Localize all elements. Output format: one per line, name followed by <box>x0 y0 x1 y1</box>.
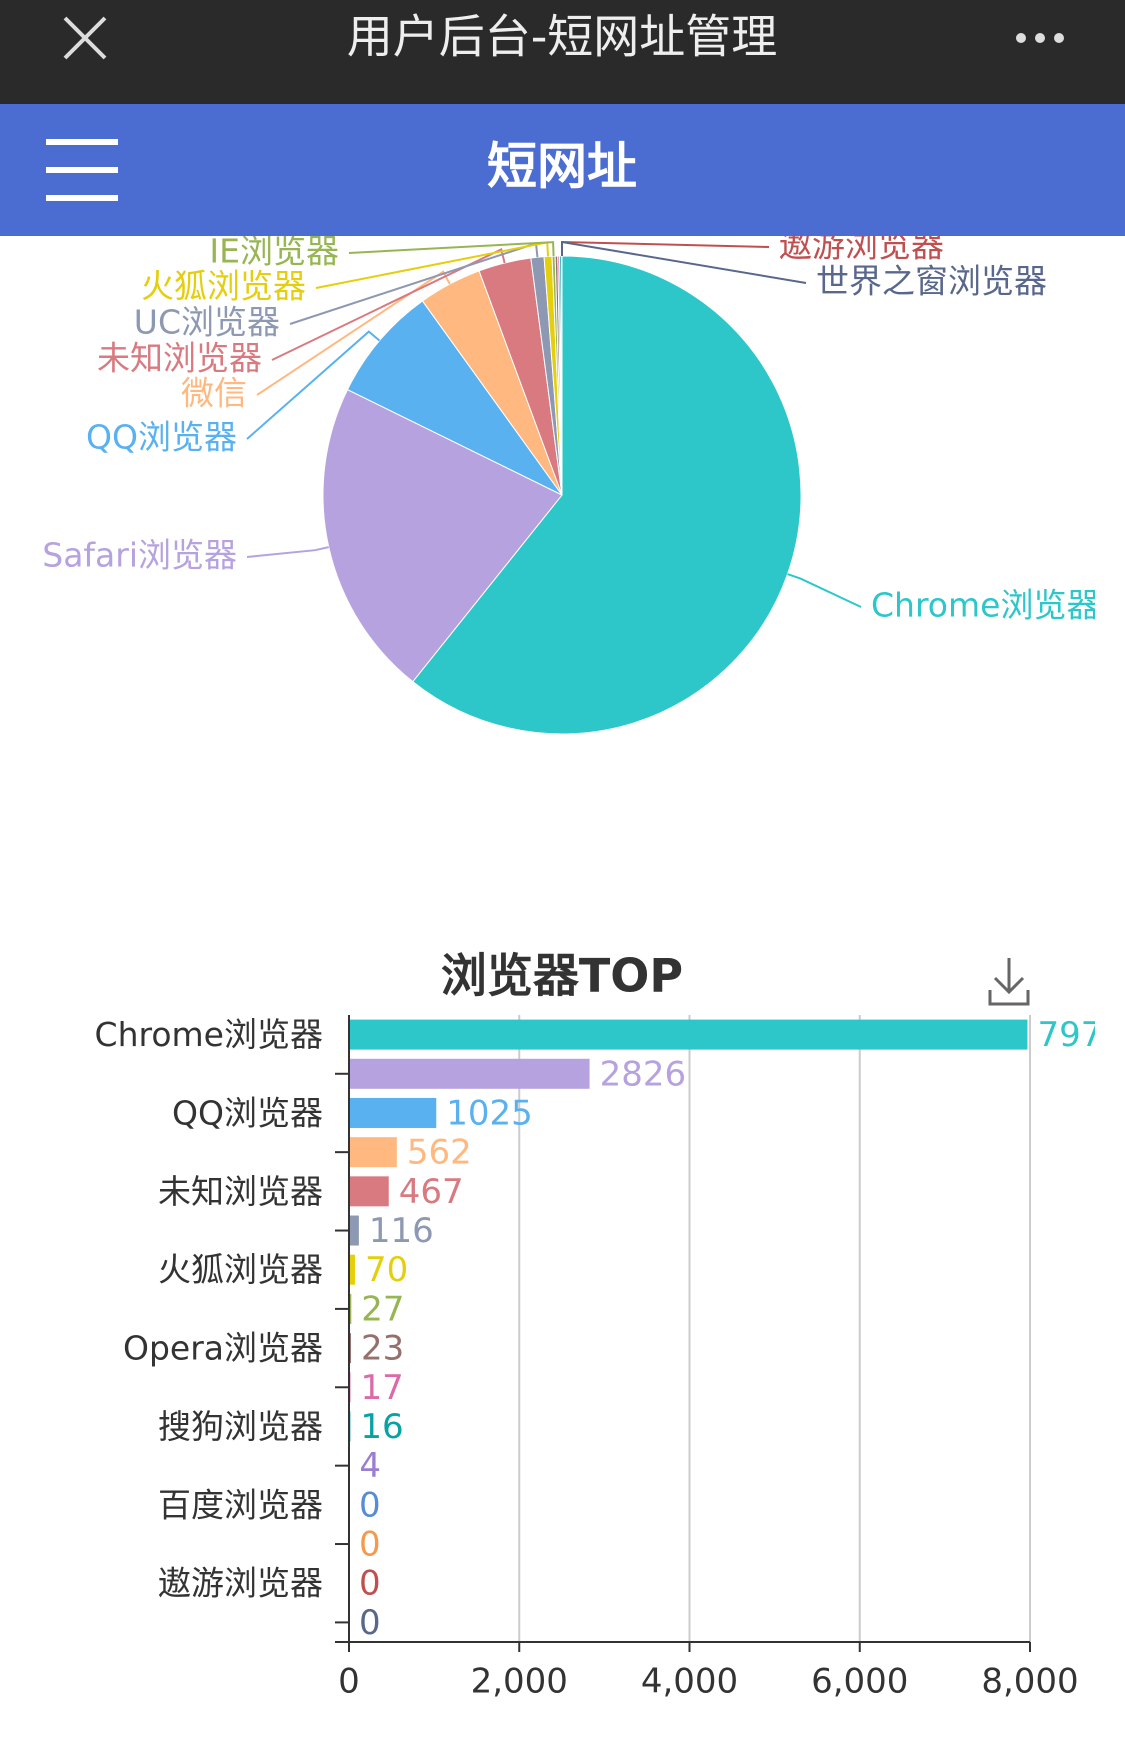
download-button[interactable] <box>988 958 1030 1006</box>
value-label: 4 <box>359 1446 381 1486</box>
pie-slice <box>322 388 563 683</box>
bar <box>349 1097 437 1128</box>
value-label: 7970 <box>1037 1015 1124 1055</box>
top-bar-title: 用户后台-短网址管理 <box>347 10 778 64</box>
value-label: 17 <box>360 1368 403 1408</box>
top-bar <box>0 0 1125 104</box>
y-tick-label: 搜狗浏览器 <box>158 1407 323 1446</box>
y-tick-label: Chrome浏览器 <box>95 1015 323 1054</box>
y-tick-label: Opera浏览器 <box>123 1329 323 1368</box>
pie-leader-line <box>256 270 451 396</box>
value-label: 0 <box>359 1564 381 1604</box>
y-tick-label: 火狐浏览器 <box>158 1250 323 1289</box>
pie-label: 世界之窗浏览器 <box>816 262 1047 301</box>
bar <box>349 1176 389 1207</box>
x-tick-label: 6,000 <box>811 1662 908 1702</box>
value-label: 70 <box>365 1250 408 1290</box>
value-label: 116 <box>369 1211 434 1251</box>
bar <box>349 1215 359 1246</box>
pie-leader-line <box>561 240 807 284</box>
y-tick-label: 未知浏览器 <box>158 1172 323 1211</box>
pie-label: 未知浏览器 <box>97 339 262 378</box>
pie-slice <box>412 255 802 735</box>
pie-label: QQ浏览器 <box>86 418 237 457</box>
value-label: 562 <box>407 1133 472 1173</box>
bar <box>349 1254 355 1285</box>
content: Chrome浏览器Safari浏览器QQ浏览器微信未知浏览器UC浏览器火狐浏览器… <box>42 226 1124 1702</box>
y-tick-label: 百度浏览器 <box>158 1485 323 1524</box>
pie-label: IE浏览器 <box>209 232 339 271</box>
header-title: 短网址 <box>487 138 637 196</box>
bar <box>349 1019 1028 1050</box>
x-tick-label: 8,000 <box>981 1662 1078 1702</box>
bar <box>349 1137 397 1168</box>
value-label: 0 <box>359 1603 381 1643</box>
more-button[interactable] <box>1016 33 1064 43</box>
pie-leader-line <box>246 546 329 558</box>
pie-label: 微信 <box>181 374 247 413</box>
pie-label: UC浏览器 <box>134 303 280 342</box>
bar <box>349 1293 352 1324</box>
value-label: 0 <box>359 1485 381 1525</box>
value-label: 1025 <box>446 1093 533 1133</box>
x-tick-label: 2,000 <box>471 1662 568 1702</box>
header-bar <box>0 104 1125 236</box>
bar <box>349 1058 590 1089</box>
value-label: 27 <box>361 1289 404 1329</box>
pie-leader-line <box>271 247 506 361</box>
value-label: 23 <box>361 1329 404 1369</box>
close-button[interactable] <box>63 16 107 60</box>
menu-button[interactable] <box>46 139 118 201</box>
value-label: 0 <box>359 1525 381 1565</box>
value-label: 2826 <box>600 1054 687 1094</box>
pie-leader-line <box>246 330 381 440</box>
pie-label: Safari浏览器 <box>42 536 237 575</box>
x-tick-label: 0 <box>338 1662 360 1702</box>
y-tick-label: 遨游浏览器 <box>158 1564 323 1603</box>
pie-leader-line <box>787 573 862 608</box>
y-tick-label: QQ浏览器 <box>172 1093 323 1132</box>
x-tick-label: 4,000 <box>641 1662 738 1702</box>
pie-label: Chrome浏览器 <box>871 586 1099 625</box>
value-label: 16 <box>360 1407 403 1447</box>
value-label: 467 <box>399 1172 464 1212</box>
bar-chart-title: 浏览器TOP <box>441 949 683 1003</box>
pie-label: 火狐浏览器 <box>141 267 306 306</box>
pie-leader-line <box>348 241 555 257</box>
